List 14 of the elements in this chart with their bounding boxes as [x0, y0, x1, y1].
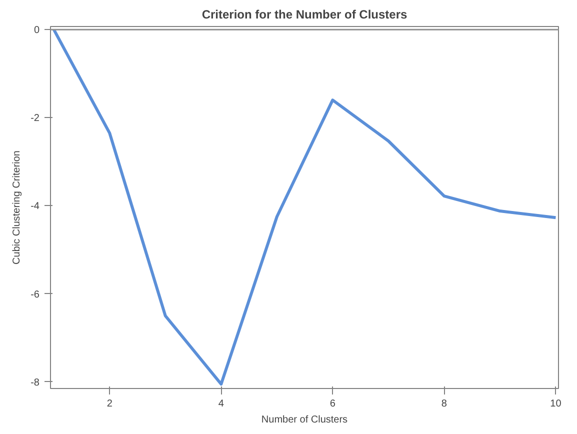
- x-tick-label: 2: [106, 398, 113, 410]
- x-tick-label: 10: [550, 398, 562, 410]
- x-tick-label: 4: [218, 398, 224, 410]
- x-tick-label: 8: [441, 398, 448, 410]
- x-tick-label: 6: [330, 398, 336, 410]
- y-tick-label: -2: [30, 113, 40, 124]
- y-axis-title: Cubic Clustering Criterion: [12, 150, 23, 264]
- y-tick-label: -4: [30, 201, 40, 212]
- y-tick-label: 0: [34, 25, 40, 36]
- y-tick-label: -8: [30, 377, 40, 388]
- line-series: [52, 28, 558, 386]
- chart-title: Criterion for the Number of Clusters: [202, 8, 408, 22]
- y-tick-label: -6: [30, 289, 40, 300]
- x-axis-title: Number of Clusters: [261, 414, 348, 426]
